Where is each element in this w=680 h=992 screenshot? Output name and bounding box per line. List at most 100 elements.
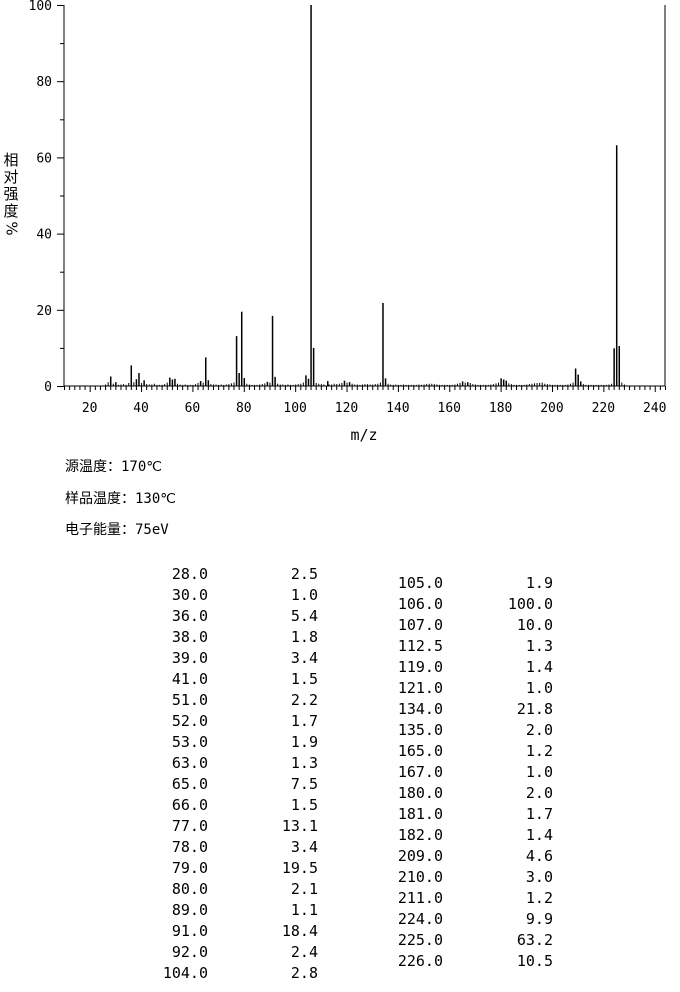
peak-abundance: 1.0 bbox=[525, 679, 553, 697]
peak-abundance: 1.7 bbox=[290, 712, 318, 730]
peak-row: 52.0 1.7 bbox=[150, 711, 318, 732]
y-axis-title-char: 相 bbox=[3, 151, 19, 169]
peak-abundance: 21.8 bbox=[516, 700, 553, 718]
peak-mz: 91.0 bbox=[171, 922, 208, 940]
peak-abundance: 2.1 bbox=[290, 880, 318, 898]
peak-row: 91.0 18.4 bbox=[150, 921, 318, 942]
peak-row: 135.0 2.0 bbox=[385, 720, 553, 741]
peak-row: 92.0 2.4 bbox=[150, 942, 318, 963]
peak-mz: 78.0 bbox=[171, 838, 208, 856]
peak-row: 225.0 63.2 bbox=[385, 930, 553, 951]
y-axis-title-char: 强 bbox=[3, 185, 19, 203]
peak-row: 167.0 1.0 bbox=[385, 762, 553, 783]
peak-mz: 77.0 bbox=[171, 817, 208, 835]
peak-mz: 52.0 bbox=[171, 712, 208, 730]
peak-row: 66.0 1.5 bbox=[150, 795, 318, 816]
condition-value: 170℃ bbox=[121, 459, 163, 475]
peak-mz: 63.0 bbox=[171, 754, 208, 772]
peak-row: 53.0 1.9 bbox=[150, 732, 318, 753]
measurement-conditions: 源温度：170℃ 样品温度：130℃ 电子能量：75eV bbox=[65, 456, 176, 551]
y-tick-label: 20 bbox=[36, 304, 52, 319]
peak-table-right: 105.0 1.9 106.0 100.0 107.0 10.0 112.5 1.3 119.0… bbox=[385, 573, 553, 972]
condition-value: 130℃ bbox=[135, 490, 177, 507]
peak-mz: 167.0 bbox=[397, 763, 443, 781]
peak-mz: 28.0 bbox=[171, 565, 208, 583]
peak-abundance: 2.2 bbox=[290, 691, 318, 709]
condition-value: 75eV bbox=[135, 522, 169, 538]
peak-mz: 53.0 bbox=[171, 733, 208, 751]
x-tick-label: 220 bbox=[592, 401, 615, 416]
peak-abundance: 2.8 bbox=[290, 964, 318, 982]
peak-mz: 181.0 bbox=[397, 805, 443, 823]
peak-row: 134.0 21.8 bbox=[385, 699, 553, 720]
peak-abundance: 1.4 bbox=[525, 826, 553, 844]
peak-row: 119.0 1.4 bbox=[385, 657, 553, 678]
peak-abundance: 1.3 bbox=[290, 754, 318, 772]
x-tick-label: 40 bbox=[133, 401, 149, 416]
peak-mz: 89.0 bbox=[171, 901, 208, 919]
peak-abundance: 18.4 bbox=[281, 922, 318, 940]
peak-mz: 225.0 bbox=[397, 931, 443, 949]
peak-abundance: 3.4 bbox=[290, 838, 318, 856]
peak-row: 79.0 19.5 bbox=[150, 858, 318, 879]
peak-table-left: 28.0 2.5 30.0 1.0 36.0 5.4 38.0 1.8 39.0 3.4 41.0 1… bbox=[150, 564, 318, 984]
peak-mz: 65.0 bbox=[171, 775, 208, 793]
peak-abundance: 7.5 bbox=[290, 775, 318, 793]
y-tick-label: 0 bbox=[44, 380, 52, 395]
x-tick-label: 240 bbox=[643, 401, 666, 416]
y-tick-label: 100 bbox=[29, 0, 52, 14]
peak-mz: 226.0 bbox=[397, 952, 443, 970]
peak-mz: 134.0 bbox=[397, 700, 443, 718]
peak-abundance: 5.4 bbox=[290, 607, 318, 625]
peak-abundance: 1.9 bbox=[290, 733, 318, 751]
peak-mz: 210.0 bbox=[397, 868, 443, 886]
peak-mz: 107.0 bbox=[397, 616, 443, 634]
peak-abundance: 100.0 bbox=[507, 595, 553, 613]
peak-abundance: 1.2 bbox=[525, 742, 553, 760]
peak-abundance: 1.2 bbox=[525, 889, 553, 907]
peak-row: 89.0 1.1 bbox=[150, 900, 318, 921]
peak-row: 77.0 13.1 bbox=[150, 816, 318, 837]
peak-mz: 41.0 bbox=[171, 670, 208, 688]
peak-row: 41.0 1.5 bbox=[150, 669, 318, 690]
peak-abundance: 2.0 bbox=[525, 784, 553, 802]
x-tick-label: 140 bbox=[386, 401, 409, 416]
peak-row: 39.0 3.4 bbox=[150, 648, 318, 669]
x-tick-label: 160 bbox=[438, 401, 461, 416]
peak-mz: 224.0 bbox=[397, 910, 443, 928]
peak-abundance: 2.0 bbox=[525, 721, 553, 739]
peak-mz: 36.0 bbox=[171, 607, 208, 625]
peak-abundance: 3.4 bbox=[290, 649, 318, 667]
peak-row: 226.0 10.5 bbox=[385, 951, 553, 972]
x-tick-label: 200 bbox=[540, 401, 563, 416]
x-tick-label: 180 bbox=[489, 401, 512, 416]
x-tick-label: 60 bbox=[185, 401, 201, 416]
peak-mz: 180.0 bbox=[397, 784, 443, 802]
peak-mz: 79.0 bbox=[171, 859, 208, 877]
peak-row: 224.0 9.9 bbox=[385, 909, 553, 930]
peak-mz: 104.0 bbox=[162, 964, 208, 982]
peak-abundance: 1.0 bbox=[525, 763, 553, 781]
peak-abundance: 63.2 bbox=[516, 931, 553, 949]
peak-mz: 165.0 bbox=[397, 742, 443, 760]
peak-mz: 182.0 bbox=[397, 826, 443, 844]
condition-label: 样品温度： bbox=[65, 490, 135, 507]
peak-row: 209.0 4.6 bbox=[385, 846, 553, 867]
peak-abundance: 13.1 bbox=[281, 817, 318, 835]
electron-energy: 电子能量：75eV bbox=[65, 519, 176, 551]
x-tick-label: 100 bbox=[283, 401, 306, 416]
source-temperature: 源温度：170℃ bbox=[65, 456, 176, 488]
peak-abundance: 10.5 bbox=[516, 952, 553, 970]
peak-row: 180.0 2.0 bbox=[385, 783, 553, 804]
y-axis-title-char: 对 bbox=[3, 168, 19, 186]
x-tick-label: 120 bbox=[335, 401, 358, 416]
spectrum-peaks bbox=[105, 5, 625, 386]
peak-row: 51.0 2.2 bbox=[150, 690, 318, 711]
peak-abundance: 10.0 bbox=[516, 616, 553, 634]
peak-abundance: 2.5 bbox=[290, 565, 318, 583]
sample-temperature: 样品温度：130℃ bbox=[65, 488, 176, 520]
condition-label: 电子能量： bbox=[65, 522, 135, 538]
peak-row: 80.0 2.1 bbox=[150, 879, 318, 900]
peak-mz: 51.0 bbox=[171, 691, 208, 709]
peak-row: 182.0 1.4 bbox=[385, 825, 553, 846]
